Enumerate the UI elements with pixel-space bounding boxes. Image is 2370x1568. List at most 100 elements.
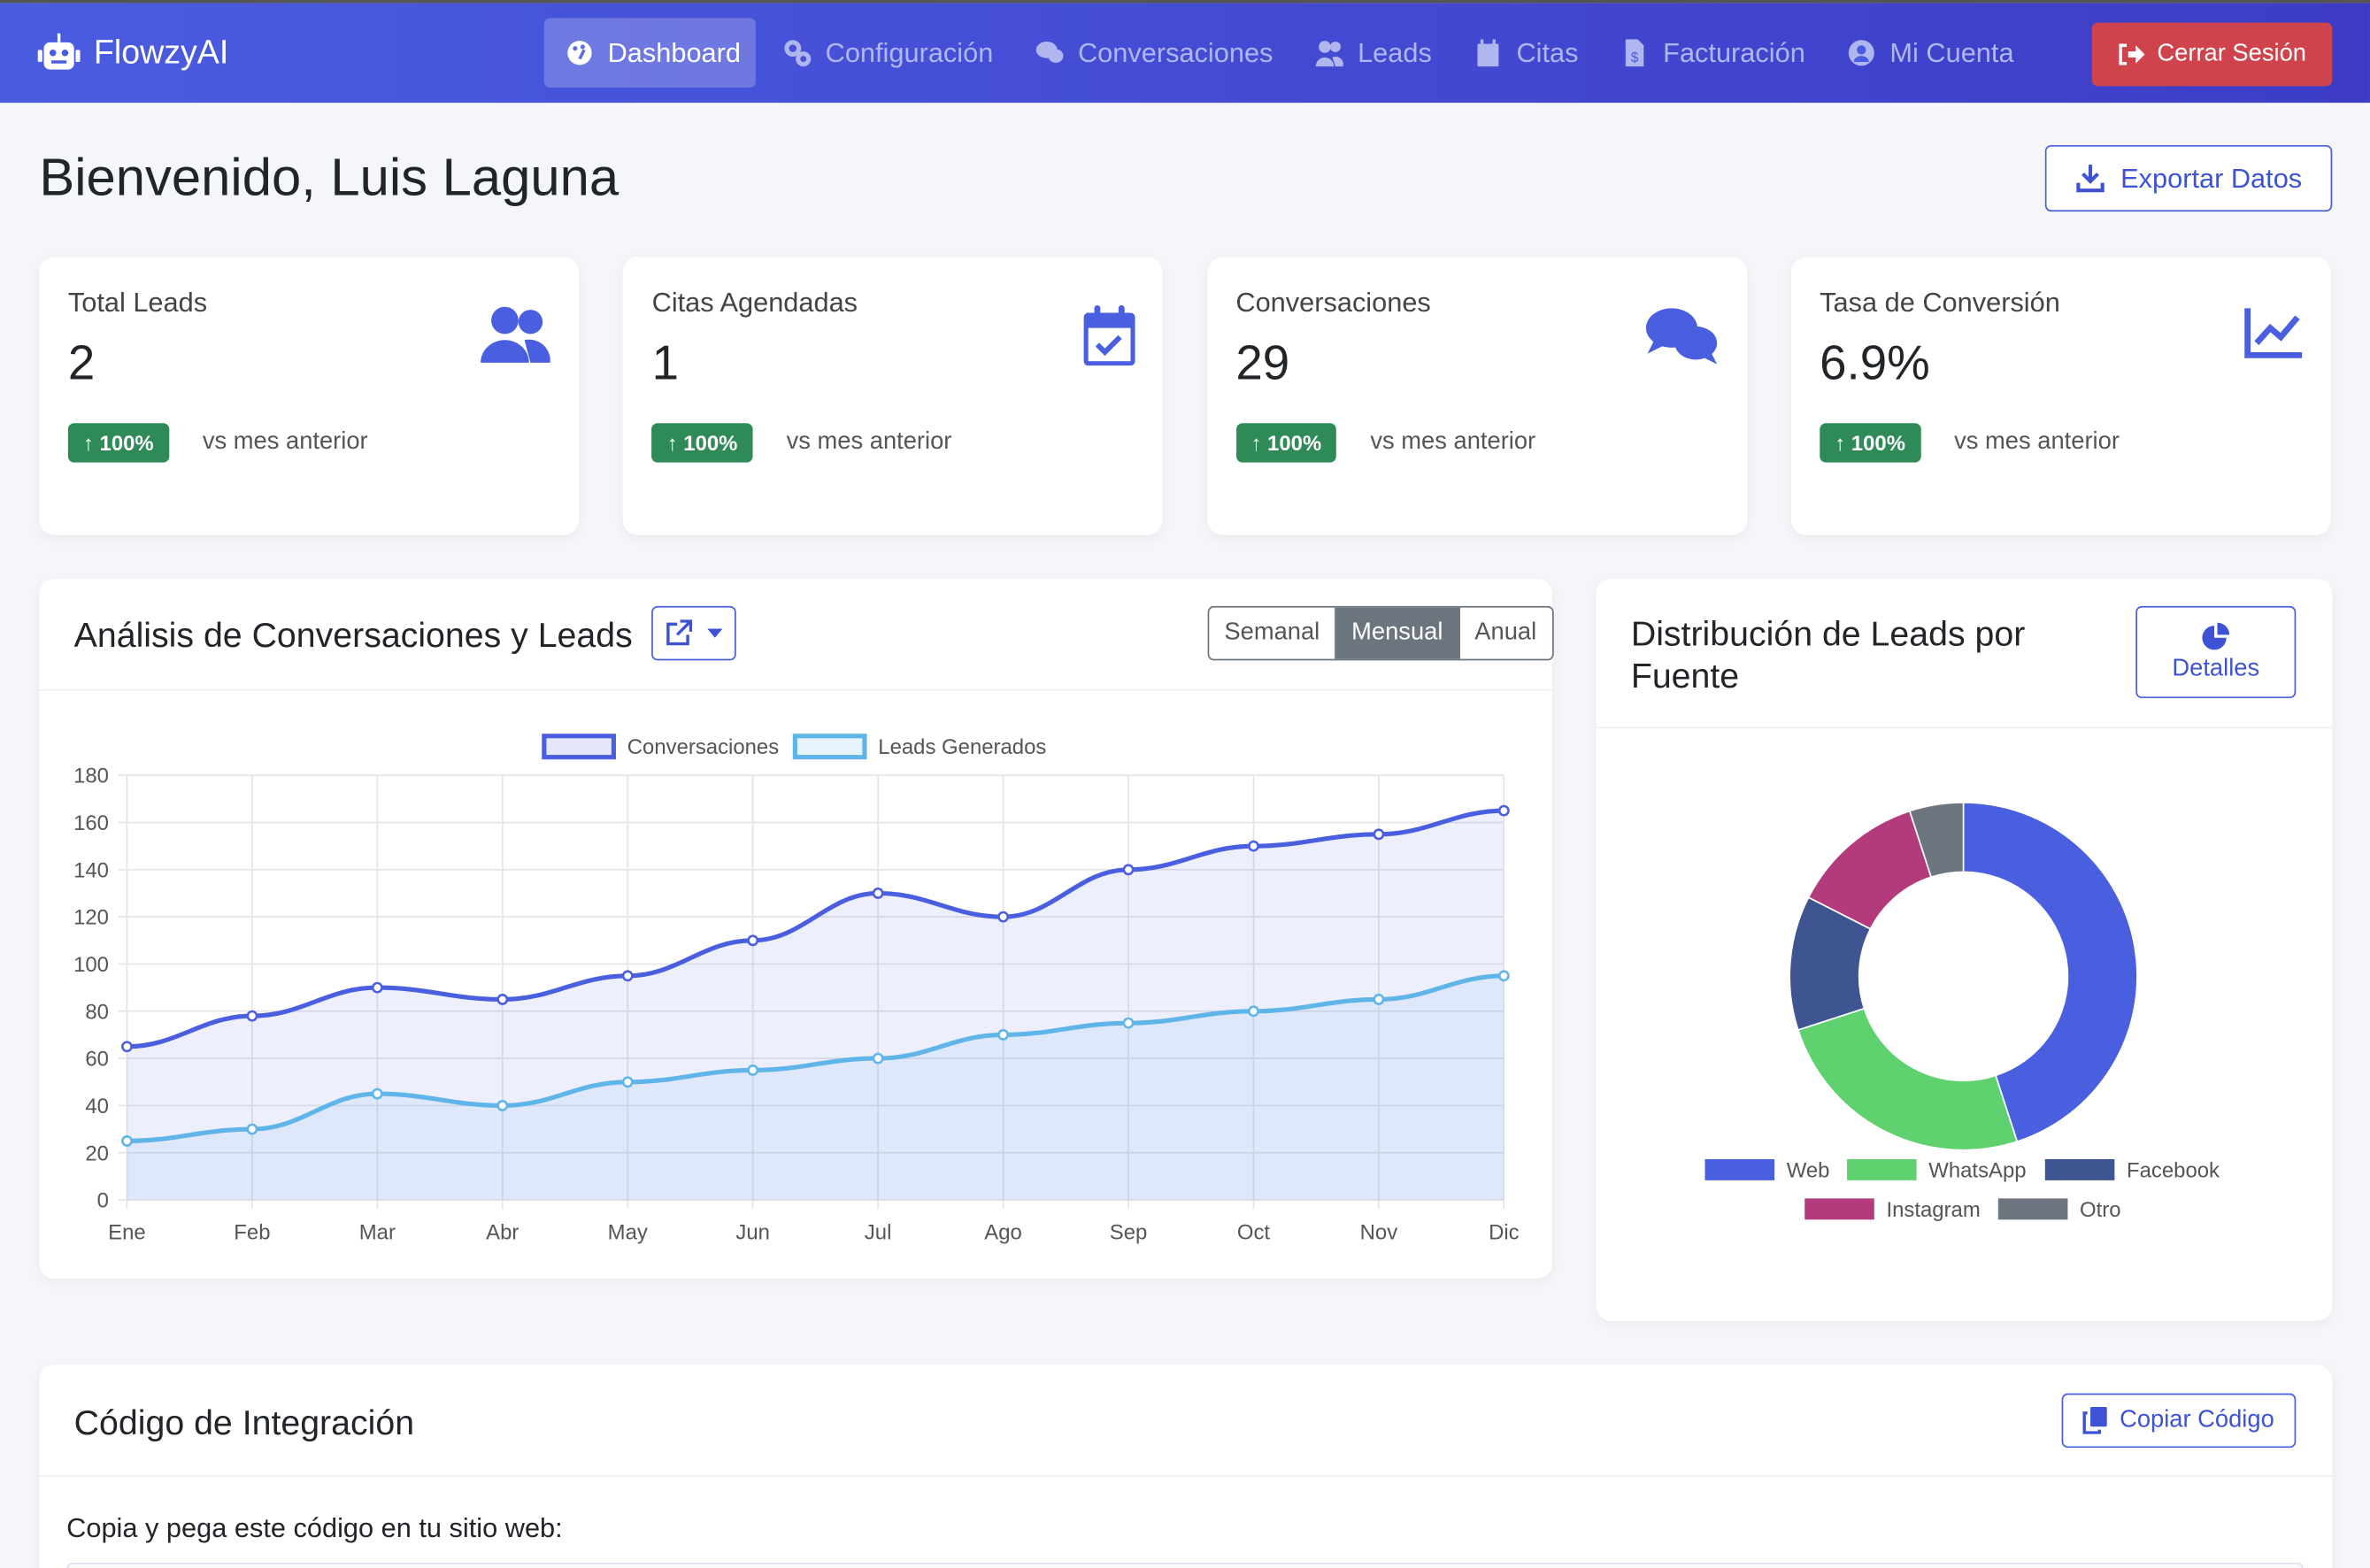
- integration-title: Código de Integración: [73, 1402, 415, 1442]
- change-value: 100%: [1851, 430, 1905, 456]
- external-link-icon: [666, 619, 693, 646]
- period-mensual[interactable]: Mensual: [1336, 607, 1460, 659]
- nav-item-mi-cuenta[interactable]: Mi Cuenta: [1827, 18, 2029, 88]
- stat-value: 2: [67, 335, 96, 390]
- sign-out-icon: [2119, 43, 2145, 65]
- nav-item-label: Dashboard: [607, 36, 741, 68]
- analysis-title: Análisis de Conversaciones y Leads: [73, 615, 633, 655]
- data-point: [621, 1076, 634, 1088]
- comparison-text: vs mes anterior: [1370, 429, 1536, 456]
- x-tick-label: Feb: [234, 1220, 270, 1244]
- analysis-header: [39, 579, 1553, 691]
- legend-swatch: [542, 734, 616, 760]
- y-tick-label: 0: [97, 1189, 109, 1213]
- x-tick-label: Ene: [108, 1220, 146, 1244]
- calendar-icon: [1477, 38, 1499, 66]
- data-point: [997, 911, 1009, 923]
- legend-label: Facebook: [2127, 1158, 2220, 1182]
- export-chart-dropdown[interactable]: [651, 605, 736, 661]
- stat-value: 1: [651, 335, 680, 390]
- x-tick-label: Ago: [984, 1220, 1022, 1244]
- invoice-icon: $: [1626, 38, 1644, 66]
- user-circle-icon: [1849, 39, 1875, 65]
- change-badge: ↑ 100%: [651, 423, 753, 463]
- legend-swatch: [1704, 1158, 1775, 1180]
- legend-swatch: [2044, 1158, 2115, 1180]
- data-point: [496, 1100, 509, 1111]
- page-title: Bienvenido, Luis Laguna: [39, 148, 619, 207]
- line-chart: 0 20 40 60 80 100 120 140 160 180 Ene Feb Mar Abr May J…: [73, 734, 1520, 1244]
- donut-chart: Web WhatsApp Facebook Instagram Otro: [1704, 802, 2220, 1222]
- brand[interactable]: FlowzyAI: [36, 33, 229, 73]
- download-icon: [2076, 165, 2105, 193]
- y-tick-label: 40: [85, 1095, 109, 1118]
- period-semanal[interactable]: Semanal: [1209, 607, 1337, 659]
- nav-item-configuración[interactable]: Configuración: [762, 18, 1009, 88]
- nav-item-facturación[interactable]: $ Facturación: [1599, 18, 1820, 88]
- nav-item-leads[interactable]: Leads: [1294, 18, 1447, 88]
- data-point: [872, 888, 884, 899]
- data-point: [872, 1052, 884, 1065]
- data-point: [1497, 804, 1510, 817]
- period-anual[interactable]: Anual: [1474, 619, 1537, 646]
- distribution-card: Distribución de Leads por Fuente Detalle…: [1596, 579, 2333, 1321]
- legend-swatch: [792, 734, 867, 760]
- x-tick-label: May: [608, 1220, 648, 1244]
- export-label: Exportar Datos: [2120, 162, 2303, 193]
- copy-code-button[interactable]: Copiar Código: [2061, 1393, 2297, 1449]
- x-tick-label: Mar: [359, 1220, 396, 1244]
- change-value: 100%: [99, 430, 154, 456]
- legend-swatch: [1847, 1158, 1917, 1180]
- nav-item-dashboard[interactable]: Dashboard: [543, 18, 757, 88]
- x-tick-label: Jul: [865, 1220, 892, 1244]
- data-point: [1122, 1017, 1135, 1029]
- chart-line-icon: [2244, 308, 2302, 358]
- nav-item-label: Conversaciones: [1077, 36, 1273, 68]
- y-tick-label: 160: [73, 811, 109, 835]
- change-badge: ↑ 100%: [1820, 423, 1921, 463]
- code-block[interactable]: [66, 1562, 2304, 1568]
- y-tick-label: 20: [85, 1141, 109, 1165]
- stat-value: 6.9%: [1820, 335, 1930, 390]
- distribution-title: Distribución de Leads por Fuente: [1630, 613, 2026, 696]
- legend-label: Web: [1787, 1158, 1830, 1182]
- data-point: [121, 1135, 133, 1147]
- stat-card-tasa-de-conversión: Tasa de Conversión 6.9% ↑ 100% vs mes an…: [1790, 257, 2331, 535]
- nav-item-label: Mi Cuenta: [1889, 36, 2014, 68]
- details-button[interactable]: Detalles: [2135, 605, 2297, 699]
- stat-icon-wrap: [1644, 305, 1720, 373]
- y-tick-label: 120: [73, 906, 109, 930]
- nav-item-conversaciones[interactable]: Conversaciones: [1014, 18, 1288, 88]
- stat-icon-wrap: [1084, 304, 1136, 373]
- nav-item-citas[interactable]: Citas: [1453, 18, 1594, 88]
- change-badge: ↑ 100%: [1235, 423, 1337, 463]
- logout-button[interactable]: Cerrar Sesión: [2091, 22, 2333, 87]
- y-tick-label: 100: [73, 953, 109, 977]
- y-tick-label: 180: [73, 765, 109, 788]
- details-label: Detalles: [2172, 655, 2260, 681]
- legend-swatch: [1997, 1198, 2068, 1220]
- brand-name: FlowzyAI: [93, 33, 229, 72]
- legend-label: Otro: [2080, 1198, 2121, 1222]
- pie-chart-icon: [2202, 621, 2230, 649]
- data-point: [1248, 1005, 1259, 1018]
- data-point: [1373, 828, 1385, 841]
- data-point: [1248, 840, 1259, 852]
- export-button[interactable]: Exportar Datos: [2044, 144, 2333, 212]
- stat-label: Conversaciones: [1235, 287, 1431, 318]
- legend-label: Instagram: [1886, 1198, 1980, 1222]
- data-point: [1497, 970, 1510, 982]
- stat-card-citas-agendadas: Citas Agendadas 1 ↑ 100% vs mes anterior: [623, 257, 1163, 535]
- calendar-check-icon: [1084, 304, 1136, 366]
- data-point: [246, 1010, 258, 1022]
- donut-slice-web: [1962, 802, 2138, 1143]
- donut-slice-whatsapp: [1797, 1007, 2019, 1151]
- stat-icon-wrap: [2243, 305, 2303, 367]
- copy-code-label: Copiar Código: [2120, 1407, 2274, 1433]
- nav-item-label: Configuración: [825, 36, 994, 68]
- legend-label: Leads Generados: [878, 735, 1046, 759]
- series-line-0: [127, 808, 1504, 1049]
- data-point: [496, 994, 509, 1005]
- x-tick-label: Jun: [735, 1220, 770, 1244]
- x-tick-label: Sep: [1110, 1220, 1148, 1244]
